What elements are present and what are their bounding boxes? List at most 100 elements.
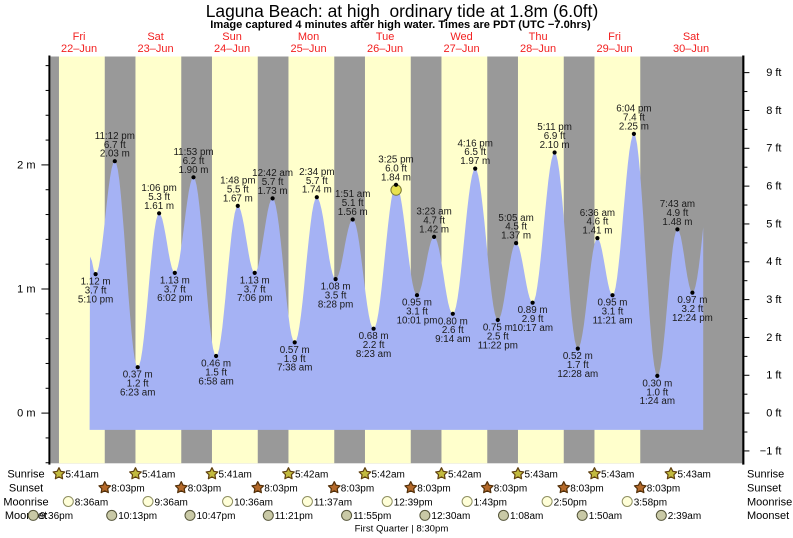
svg-text:1 ft: 1 ft: [766, 370, 781, 382]
svg-text:1:06 pm: 1:06 pm: [141, 183, 176, 194]
svg-text:7:06 pm: 7:06 pm: [237, 293, 272, 304]
svg-text:Sunrise: Sunrise: [747, 469, 784, 481]
svg-text:6.0 ft: 6.0 ft: [385, 163, 407, 174]
svg-text:2.03 m: 2.03 m: [100, 149, 130, 160]
svg-text:9:36am: 9:36am: [155, 497, 188, 508]
svg-text:5:42am: 5:42am: [372, 470, 405, 481]
svg-text:9:36pm: 9:36pm: [40, 511, 73, 522]
svg-text:0.68 m: 0.68 m: [359, 331, 389, 342]
svg-text:1.7 ft: 1.7 ft: [567, 360, 589, 371]
svg-text:2:50pm: 2:50pm: [554, 497, 587, 508]
svg-text:22–Jun: 22–Jun: [61, 43, 97, 55]
svg-text:1.56 m: 1.56 m: [338, 207, 368, 218]
svg-text:5:10 pm: 5:10 pm: [78, 294, 113, 305]
svg-text:8:03pm: 8:03pm: [570, 484, 603, 495]
svg-text:6:58 am: 6:58 am: [198, 376, 233, 387]
svg-text:8:23 am: 8:23 am: [356, 349, 391, 360]
svg-text:11:21 am: 11:21 am: [592, 316, 632, 327]
svg-text:Sat: Sat: [683, 31, 700, 43]
svg-text:12:30am: 12:30am: [431, 511, 470, 522]
svg-text:1.9 ft: 1.9 ft: [284, 354, 306, 365]
svg-text:6:02 pm: 6:02 pm: [157, 293, 192, 304]
svg-text:3.1 ft: 3.1 ft: [406, 307, 428, 318]
svg-text:Mon: Mon: [298, 31, 319, 43]
svg-text:5:42am: 5:42am: [448, 470, 481, 481]
svg-text:0.46 m: 0.46 m: [201, 359, 231, 370]
svg-text:4 ft: 4 ft: [766, 256, 781, 268]
svg-text:Sunset: Sunset: [747, 483, 781, 495]
svg-text:11:55pm: 11:55pm: [353, 511, 391, 522]
svg-text:12:28 am: 12:28 am: [557, 369, 598, 380]
svg-text:7.4 ft: 7.4 ft: [623, 113, 645, 124]
svg-text:1.37 m: 1.37 m: [501, 231, 531, 242]
svg-text:0.97 m: 0.97 m: [677, 295, 707, 306]
svg-text:1.84 m: 1.84 m: [381, 172, 411, 183]
svg-text:1:24 am: 1:24 am: [640, 396, 675, 407]
svg-text:5.3 ft: 5.3 ft: [148, 192, 170, 203]
svg-text:5:43am: 5:43am: [678, 470, 711, 481]
svg-text:10:47pm: 10:47pm: [197, 511, 236, 522]
svg-text:Tue: Tue: [376, 31, 395, 43]
svg-text:5:05 am: 5:05 am: [498, 213, 533, 224]
svg-text:11:37am: 11:37am: [314, 497, 352, 508]
svg-text:2.10 m: 2.10 m: [540, 140, 570, 151]
svg-text:0.89 m: 0.89 m: [518, 305, 548, 316]
svg-text:6.7 ft: 6.7 ft: [104, 140, 126, 151]
svg-text:6.2 ft: 6.2 ft: [183, 156, 205, 167]
svg-text:2:34 pm: 2:34 pm: [299, 167, 334, 178]
svg-text:2.6 ft: 2.6 ft: [442, 325, 464, 336]
svg-text:1:08am: 1:08am: [510, 511, 543, 522]
svg-text:1.73 m: 1.73 m: [258, 186, 288, 197]
svg-text:3.7 ft: 3.7 ft: [164, 284, 186, 295]
svg-text:6:36 am: 6:36 am: [580, 208, 615, 219]
svg-text:11:12 pm: 11:12 pm: [95, 131, 135, 142]
svg-text:12:24 pm: 12:24 pm: [672, 313, 713, 324]
svg-text:10:13pm: 10:13pm: [118, 511, 157, 522]
svg-text:1.42 m: 1.42 m: [419, 224, 449, 235]
svg-text:24–Jun: 24–Jun: [214, 43, 250, 55]
svg-text:5:43am: 5:43am: [601, 470, 634, 481]
svg-text:Moonset: Moonset: [747, 510, 789, 522]
svg-text:28–Jun: 28–Jun: [520, 43, 556, 55]
svg-text:Fri: Fri: [608, 31, 621, 43]
svg-text:29–Jun: 29–Jun: [597, 43, 633, 55]
svg-text:12:42 am: 12:42 am: [252, 168, 293, 179]
svg-text:2.2 ft: 2.2 ft: [363, 340, 385, 351]
svg-text:6:23 am: 6:23 am: [120, 388, 155, 399]
svg-text:5.1 ft: 5.1 ft: [342, 198, 364, 209]
svg-text:8:03pm: 8:03pm: [111, 484, 144, 495]
svg-text:Fri: Fri: [73, 31, 86, 43]
svg-text:30–Jun: 30–Jun: [673, 43, 709, 55]
svg-text:0.57 m: 0.57 m: [280, 345, 310, 356]
svg-text:4:16 pm: 4:16 pm: [457, 138, 492, 149]
svg-text:3.7 ft: 3.7 ft: [85, 286, 107, 297]
svg-text:1.12 m: 1.12 m: [81, 277, 111, 288]
svg-text:1.41 m: 1.41 m: [582, 226, 612, 237]
svg-text:5:43am: 5:43am: [525, 470, 558, 481]
svg-text:3.1 ft: 3.1 ft: [602, 307, 624, 318]
svg-text:3 ft: 3 ft: [766, 294, 781, 306]
svg-text:0 ft: 0 ft: [766, 408, 781, 420]
svg-text:1.90 m: 1.90 m: [179, 165, 209, 176]
svg-text:8:03pm: 8:03pm: [494, 484, 527, 495]
svg-text:Sat: Sat: [147, 31, 164, 43]
svg-text:0.37 m: 0.37 m: [123, 370, 153, 381]
svg-text:2 ft: 2 ft: [766, 332, 781, 344]
svg-text:9:14 am: 9:14 am: [435, 334, 470, 345]
svg-text:1.5 ft: 1.5 ft: [205, 367, 227, 378]
svg-text:First Quarter | 8:30pm: First Quarter | 8:30pm: [355, 524, 449, 535]
svg-text:4.7 ft: 4.7 ft: [423, 216, 445, 227]
svg-text:Image captured 4 minutes after: Image captured 4 minutes after high wate…: [210, 19, 591, 31]
svg-text:5:11 pm: 5:11 pm: [537, 122, 572, 133]
svg-text:0.52 m: 0.52 m: [563, 351, 593, 362]
svg-text:23–Jun: 23–Jun: [138, 43, 174, 55]
svg-text:1:43pm: 1:43pm: [474, 497, 507, 508]
svg-text:6.5 ft: 6.5 ft: [464, 147, 486, 158]
svg-text:9 ft: 9 ft: [766, 67, 781, 79]
svg-text:−1 ft: −1 ft: [760, 445, 782, 457]
svg-text:3.5 ft: 3.5 ft: [325, 291, 347, 302]
svg-text:5.7 ft: 5.7 ft: [262, 177, 284, 188]
svg-text:2.5 ft: 2.5 ft: [487, 331, 509, 342]
svg-text:Wed: Wed: [450, 31, 472, 43]
svg-text:4.6 ft: 4.6 ft: [587, 217, 609, 228]
